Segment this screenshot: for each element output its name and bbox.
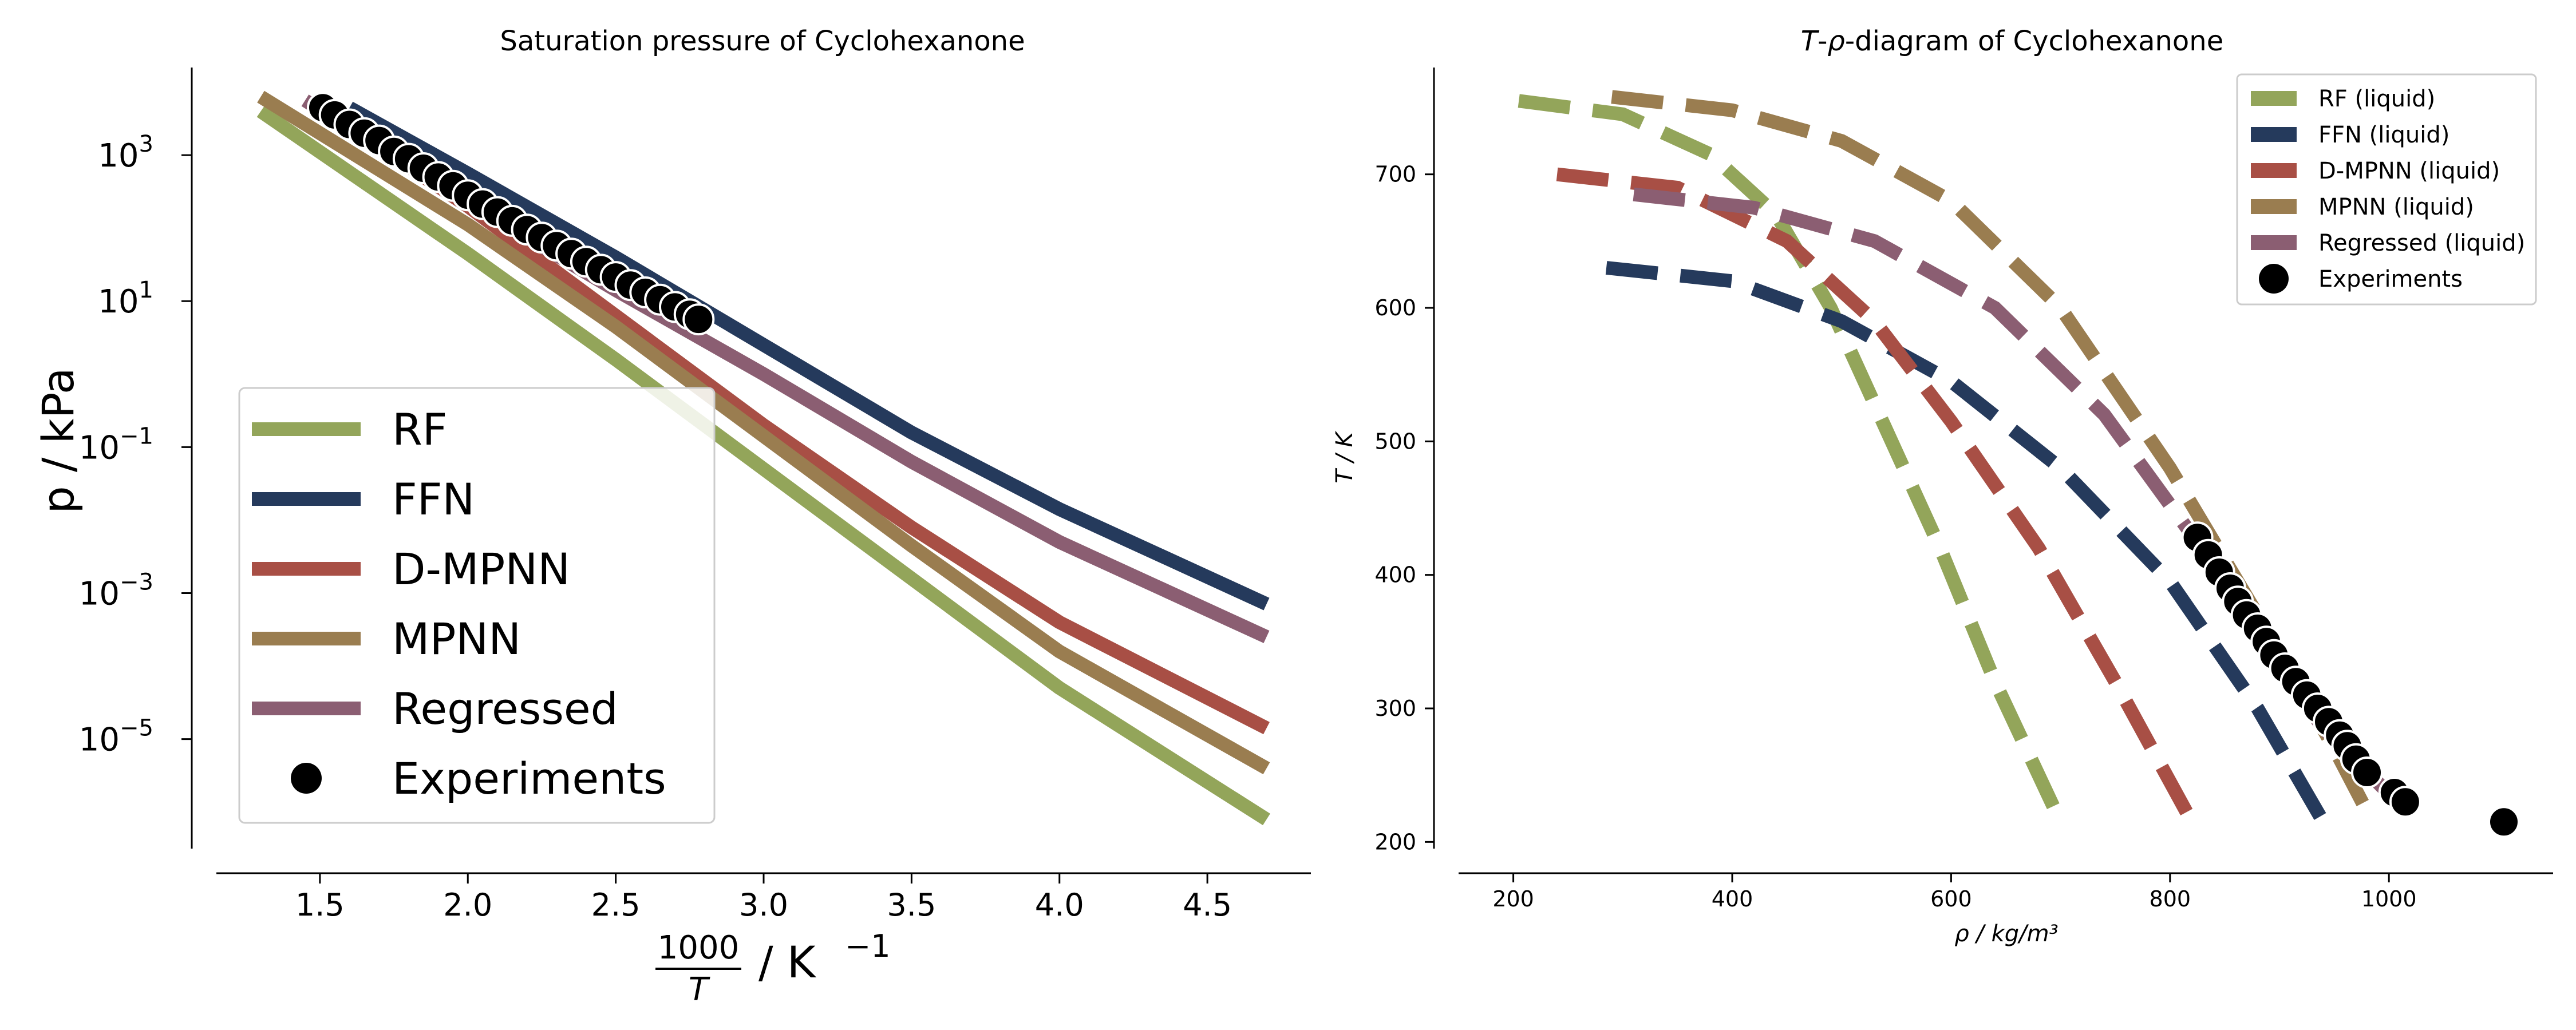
x-tick-label: 2.5 [591,887,641,923]
density-y-label: T / K [1332,430,1358,483]
legend-label-ffn: FFN [392,474,475,525]
x-tick-label: 400 [1712,886,1753,912]
density-experiments-group [2181,521,2520,838]
pressure-experiments-group [307,92,715,336]
pressure-y-label: p / kPa [33,367,84,513]
x-tick-label: 4.5 [1183,887,1232,923]
density-y-ticks: 200 300 400 500 600 700 [1374,162,1434,854]
density-x-label: ρ / kg/m³ [1954,921,2058,947]
legend-label-rf-liquid: RF (liquid) [2318,86,2435,112]
legend-label-regressed: Regressed [392,683,618,734]
y-tick-label: 10−3 [79,569,153,613]
x-tick-label: 1.5 [295,887,345,923]
pressure-x-ticks: 1.5 2.0 2.5 3.0 3.5 4.0 4.5 [295,873,1232,923]
x-tick-label: 200 [1492,886,1534,912]
legend-swatch-ffn-liquid [2251,127,2297,142]
density-chart: T-ρ-diagram of Cyclohexanone 200 400 600 80… [1332,25,2553,947]
y-tick-label: 500 [1374,429,1416,454]
density-x-ticks: 200 400 600 800 1000 [1492,873,2417,912]
legend-swatch-rf-liquid [2251,91,2297,106]
legend-label-d-mpnn: D-MPNN [392,544,570,595]
density-legend-frame [2236,73,2537,306]
experiment-point [2351,756,2383,789]
series-line-regressed-liquid [1633,187,2405,810]
pressure-x-label-unit: / K [758,937,817,988]
y-tick-label: 10−1 [79,423,153,466]
x-tick-label: 600 [1930,886,1972,912]
pressure-legend: RF FFN D-MPNN MPNN Regressed Experiments [238,387,716,824]
legend-label-experiments: Experiments [2318,266,2463,292]
pressure-y-ticks: 103 101 10−1 10−3 10−5 [79,131,192,759]
density-chart-title: T-ρ-diagram of Cyclohexanone [1801,25,2224,57]
y-tick-label: 101 [98,277,153,320]
legend-label-d-mpnn-liquid: D-MPNN (liquid) [2318,158,2500,184]
density-legend: RF (liquid) FFN (liquid) D-MPNN (liquid) MP… [2236,73,2537,306]
pressure-x-label-numerator: 1000 [658,929,740,966]
legend-swatch-experiments [291,763,322,794]
experiment-point [2389,786,2421,818]
pressure-x-label: 1000 T / K −1 [655,928,891,1008]
series-line-d-mpnn-liquid [1556,167,2198,826]
x-tick-label: 2.0 [443,887,492,923]
x-tick-label: 4.0 [1035,887,1084,923]
pressure-x-label-denominator: T [689,971,710,1008]
legend-label-rf: RF [392,404,448,455]
y-tick-label: 200 [1374,829,1416,854]
pressure-x-label-exponent: −1 [845,928,891,964]
x-tick-label: 3.0 [739,887,788,923]
experiment-point [2488,806,2520,838]
y-tick-label: 700 [1374,162,1416,187]
y-tick-label: 600 [1374,295,1416,320]
legend-swatch-regressed-liquid [2251,235,2297,250]
series-line-rf [256,105,1270,826]
legend-label-ffn-liquid: FFN (liquid) [2318,122,2449,148]
series-line-ffn-liquid [1605,261,2329,826]
experiment-point [682,303,715,336]
x-tick-label: 1000 [2361,886,2417,912]
legend-swatch-mpnn-liquid [2251,199,2297,214]
x-tick-label: 3.5 [887,887,936,923]
series-line-ffn [346,101,1270,611]
y-tick-label: 10−5 [79,715,153,759]
legend-swatch-experiments [2259,264,2289,294]
y-tick-label: 400 [1374,562,1416,588]
legend-label-experiments: Experiments [392,753,666,804]
pressure-chart: Saturation pressure of Cyclohexanone 1.5… [33,25,1311,1008]
x-tick-label: 800 [2150,886,2191,912]
legend-label-mpnn: MPNN [392,613,521,664]
legend-label-mpnn-liquid: MPNN (liquid) [2318,194,2474,220]
legend-swatch-d-mpnn-liquid [2251,163,2297,178]
series-line-rf-liquid [1518,94,2067,825]
pressure-chart-title: Saturation pressure of Cyclohexanone [500,25,1025,57]
y-tick-label: 103 [98,131,153,175]
legend-label-regressed-liquid: Regressed (liquid) [2318,230,2525,256]
series-line-mpnn [257,90,1270,775]
y-tick-label: 300 [1374,696,1416,721]
